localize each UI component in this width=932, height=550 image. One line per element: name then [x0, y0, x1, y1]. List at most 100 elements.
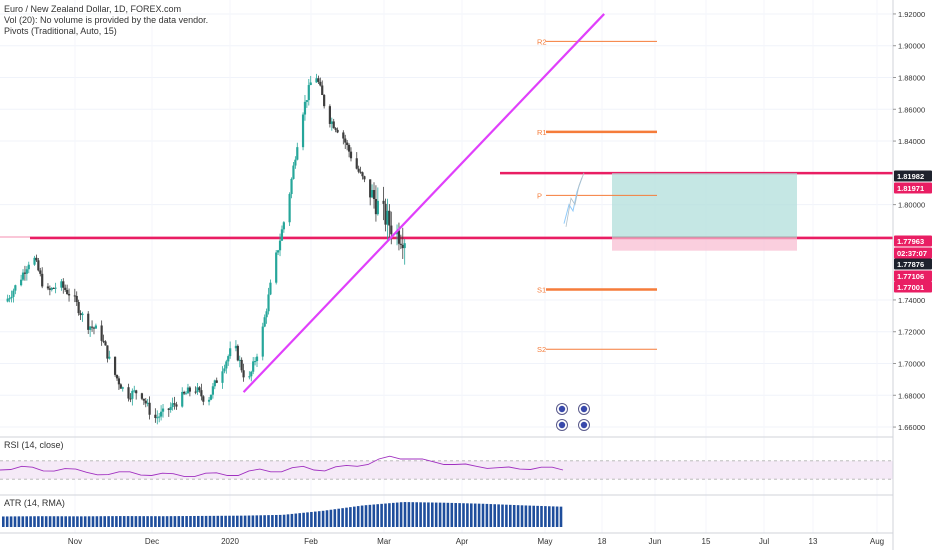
candle-body: [41, 273, 44, 287]
candle-body: [382, 200, 385, 204]
atr-pane: 0.00000: [2, 502, 925, 532]
atr-bar: [399, 502, 403, 527]
candle: [278, 233, 282, 257]
atr-bar: [360, 505, 364, 527]
atr-bar: [220, 515, 223, 527]
event-icon[interactable]: [578, 403, 590, 415]
candle: [140, 392, 144, 401]
candle-body: [173, 403, 176, 405]
candle: [106, 345, 109, 363]
candle: [161, 403, 165, 418]
candle: [280, 225, 284, 242]
candle: [90, 320, 94, 332]
candle: [173, 396, 176, 410]
atr-bar: [317, 511, 321, 527]
atr-bar: [407, 502, 411, 527]
atr-bar: [419, 502, 422, 527]
candle: [158, 412, 161, 423]
candle-body: [46, 286, 50, 289]
atr-bar: [434, 502, 438, 527]
rsi-band: [0, 460, 893, 480]
candle-body: [227, 356, 230, 362]
atr-bar: [228, 515, 231, 527]
rsi-title[interactable]: RSI (14, close): [4, 440, 64, 450]
candle: [269, 279, 272, 296]
candle: [27, 261, 30, 274]
atr-bar: [329, 509, 333, 527]
atr-bar: [384, 503, 387, 527]
candle-body: [104, 341, 107, 346]
time-axis[interactable]: Nov Dec 2020 Feb Mar Apr May 18 Jun 15 Jul 13 Aug: [0, 532, 893, 546]
candle: [160, 405, 163, 421]
time-tick-label: Jul: [759, 537, 769, 546]
candle: [133, 385, 136, 393]
atr-bar: [462, 503, 465, 527]
volume-legend[interactable]: Vol (20): No volume is provided by the d…: [4, 15, 209, 25]
atr-bar: [372, 504, 376, 527]
atr-bar: [536, 505, 539, 527]
candle-body: [234, 345, 238, 349]
event-icon[interactable]: [578, 419, 590, 431]
price-tick-label: 1.70000: [898, 360, 925, 369]
candle-body: [142, 398, 145, 401]
candle: [184, 391, 188, 395]
symbol-title[interactable]: Euro / New Zealand Dollar, 1D, FOREX.com: [4, 4, 182, 14]
pivots-legend[interactable]: Pivots (Traditional, Auto, 15): [4, 26, 117, 36]
atr-bar: [56, 516, 60, 527]
candle-body: [288, 194, 291, 223]
candle: [198, 386, 201, 393]
candle-body: [321, 85, 324, 95]
candle: [194, 386, 197, 395]
event-icon-dot: [580, 405, 588, 413]
candle-body: [349, 151, 353, 159]
candle-body: [265, 311, 268, 318]
candle: [81, 311, 84, 322]
trendline[interactable]: [242, 13, 605, 393]
candle-body: [209, 394, 213, 400]
candle-body: [374, 199, 378, 215]
candle-body: [48, 288, 51, 290]
candle-body: [282, 222, 285, 230]
candle: [171, 397, 174, 411]
event-icon[interactable]: [556, 403, 568, 415]
long-position-box[interactable]: [612, 173, 797, 251]
candle-body: [115, 374, 119, 379]
atr-bar: [314, 511, 317, 527]
atr-bar: [33, 516, 36, 527]
price-tick-label: 1.72000: [898, 328, 925, 337]
atr-bar: [37, 516, 40, 527]
candle-body: [263, 317, 266, 327]
candle: [309, 75, 312, 86]
candle: [12, 288, 15, 303]
price-tick-label: 1.68000: [898, 391, 925, 400]
candle: [250, 370, 253, 382]
atr-bar: [48, 516, 52, 527]
candle: [229, 341, 232, 359]
candle: [175, 401, 178, 410]
atr-bar: [489, 504, 493, 527]
atr-bar: [353, 506, 356, 527]
candle-body: [87, 313, 90, 330]
atr-bar: [115, 516, 118, 527]
event-icons[interactable]: [556, 403, 590, 431]
candle: [33, 255, 36, 266]
atr-bar: [158, 516, 161, 527]
atr-bar: [528, 505, 532, 527]
atr-bar: [559, 506, 563, 527]
candle: [156, 410, 159, 425]
atr-bar: [427, 502, 430, 527]
candle-body: [10, 296, 13, 299]
candle-body: [267, 294, 270, 312]
atr-title[interactable]: ATR (14, RMA): [4, 498, 65, 508]
atr-bar: [544, 506, 547, 527]
event-icon[interactable]: [556, 419, 568, 431]
candle: [265, 308, 268, 324]
candle: [67, 288, 71, 302]
atr-bar: [520, 505, 524, 527]
candle-body: [94, 325, 97, 329]
candle: [363, 175, 366, 183]
atr-bar: [477, 503, 481, 527]
atr-bar: [44, 516, 48, 527]
candle-body: [296, 147, 299, 160]
